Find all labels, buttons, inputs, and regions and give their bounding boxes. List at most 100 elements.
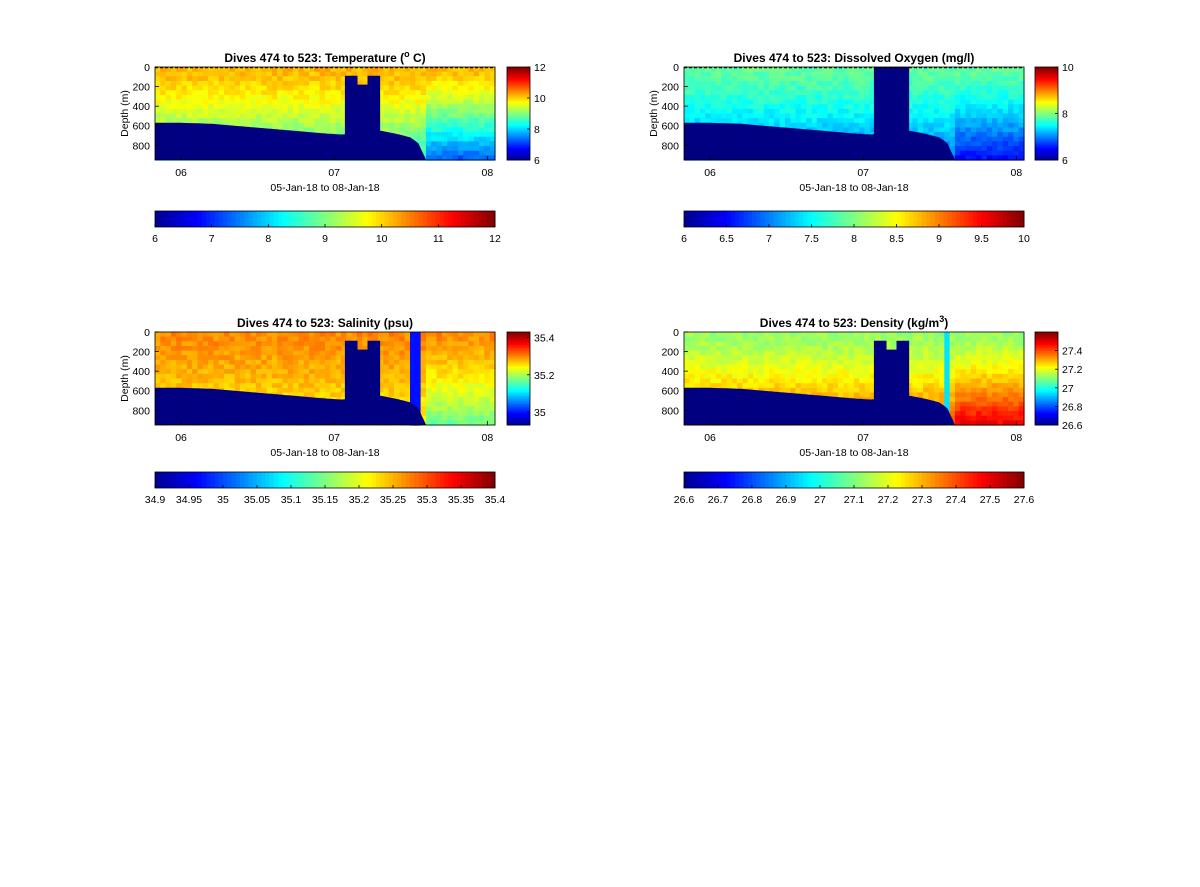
heatmap-cell	[457, 341, 464, 347]
heatmap-cell	[378, 122, 385, 129]
heatmap-cell	[309, 373, 315, 380]
colorbar-segment	[1035, 85, 1058, 88]
heatmap-cell	[325, 369, 331, 375]
heatmap-cell	[457, 127, 464, 133]
heatmap-cell	[415, 94, 422, 101]
heatmap-cell	[838, 90, 844, 96]
heatmap-cell	[473, 341, 480, 347]
heatmap-cell	[747, 85, 754, 91]
heatmap-cell	[431, 383, 438, 389]
heatmap-cell	[399, 94, 406, 101]
colorbar-segment	[1035, 108, 1058, 111]
colorbar-segment	[180, 211, 186, 227]
colorbar-segment	[274, 472, 279, 488]
heatmap-cell	[325, 359, 331, 366]
heatmap-cell	[298, 99, 305, 105]
heatmap-cell	[452, 332, 459, 338]
heatmap-cell	[694, 113, 701, 119]
heatmap-cell	[457, 85, 464, 91]
heatmap-cell	[822, 71, 829, 77]
heatmap-cell	[441, 141, 448, 147]
heatmap-cell	[155, 71, 161, 77]
heatmap-cell	[298, 373, 305, 380]
colorbar-segment	[380, 211, 385, 227]
heatmap-cell	[240, 90, 246, 96]
heatmap-cell	[192, 118, 199, 124]
heatmap-cell	[186, 90, 193, 96]
heatmap-cell	[986, 118, 993, 124]
heatmap-cell	[250, 364, 257, 370]
heatmap-cell	[218, 332, 225, 338]
heatmap-cell	[176, 80, 183, 87]
colorbar-tick-label: 6	[152, 233, 158, 245]
heatmap-cell	[255, 113, 262, 119]
heatmap-cell	[340, 350, 347, 356]
heatmap-cell	[240, 369, 246, 375]
heatmap-cell	[689, 94, 696, 101]
heatmap-cell	[970, 85, 977, 91]
heatmap-cell	[170, 378, 177, 384]
heatmap-cell	[218, 373, 225, 380]
heatmap-cell	[224, 118, 230, 124]
heatmap-cell	[255, 350, 262, 356]
heatmap-cell	[737, 332, 744, 338]
heatmap-cell	[298, 118, 305, 124]
colorbar-segment	[507, 132, 530, 135]
heatmap-cell	[410, 364, 416, 370]
heatmap-cell	[255, 71, 262, 77]
colorbar-segment	[231, 472, 237, 488]
heatmap-cell	[404, 67, 411, 73]
heatmap-cell	[224, 383, 230, 389]
colorbar-segment	[507, 339, 530, 342]
heatmap-cell	[271, 108, 278, 115]
heatmap-cell	[420, 406, 427, 412]
heatmap-cell	[731, 80, 738, 87]
heatmap-cell	[303, 67, 310, 73]
heatmap-cell	[303, 392, 310, 398]
heatmap-cell	[489, 387, 496, 394]
heatmap-cell	[271, 373, 278, 380]
heatmap-cell	[277, 355, 284, 361]
heatmap-cell	[715, 369, 722, 375]
heatmap-cell	[976, 99, 983, 105]
heatmap-cell	[224, 85, 230, 91]
heatmap-cell	[415, 90, 422, 96]
heatmap-cell	[202, 76, 209, 82]
heatmap-cell	[811, 387, 818, 394]
colorbar-segment	[490, 211, 496, 227]
heatmap-cell	[1013, 80, 1020, 87]
heatmap-cell	[907, 85, 914, 91]
heatmap-cell	[378, 67, 385, 73]
heatmap-cell	[447, 369, 454, 375]
heatmap-cell	[287, 364, 294, 370]
heatmap-cell	[753, 67, 759, 73]
heatmap-cell	[319, 378, 326, 384]
heatmap-cell	[1008, 104, 1014, 110]
colorbar-segment	[939, 211, 944, 227]
heatmap-cell	[325, 80, 331, 87]
heatmap-cell	[731, 85, 738, 91]
heatmap-cell	[795, 122, 802, 129]
heatmap-cell	[452, 397, 459, 403]
heatmap-cell	[970, 122, 977, 129]
heatmap-cell	[234, 369, 241, 375]
heatmap-cell	[335, 108, 342, 115]
heatmap-cell	[806, 355, 813, 361]
heatmap-cell	[1008, 108, 1014, 115]
heatmap-cell	[848, 90, 855, 96]
heatmap-cell	[325, 378, 331, 384]
colorbar-segment	[507, 409, 530, 412]
heatmap-cell	[186, 373, 193, 380]
heatmap-cell	[410, 387, 416, 394]
heatmap-cell	[933, 76, 940, 82]
colorbar-segment	[189, 472, 194, 488]
heatmap-cell	[452, 155, 459, 161]
colorbar-segment	[507, 406, 530, 409]
heatmap-cell	[165, 76, 172, 82]
heatmap-cell	[769, 122, 775, 129]
heatmap-cell	[763, 355, 770, 361]
heatmap-cell	[447, 118, 454, 124]
heatmap-cell	[224, 90, 230, 96]
heatmap-cell	[949, 141, 956, 147]
heatmap-cell	[261, 67, 268, 73]
